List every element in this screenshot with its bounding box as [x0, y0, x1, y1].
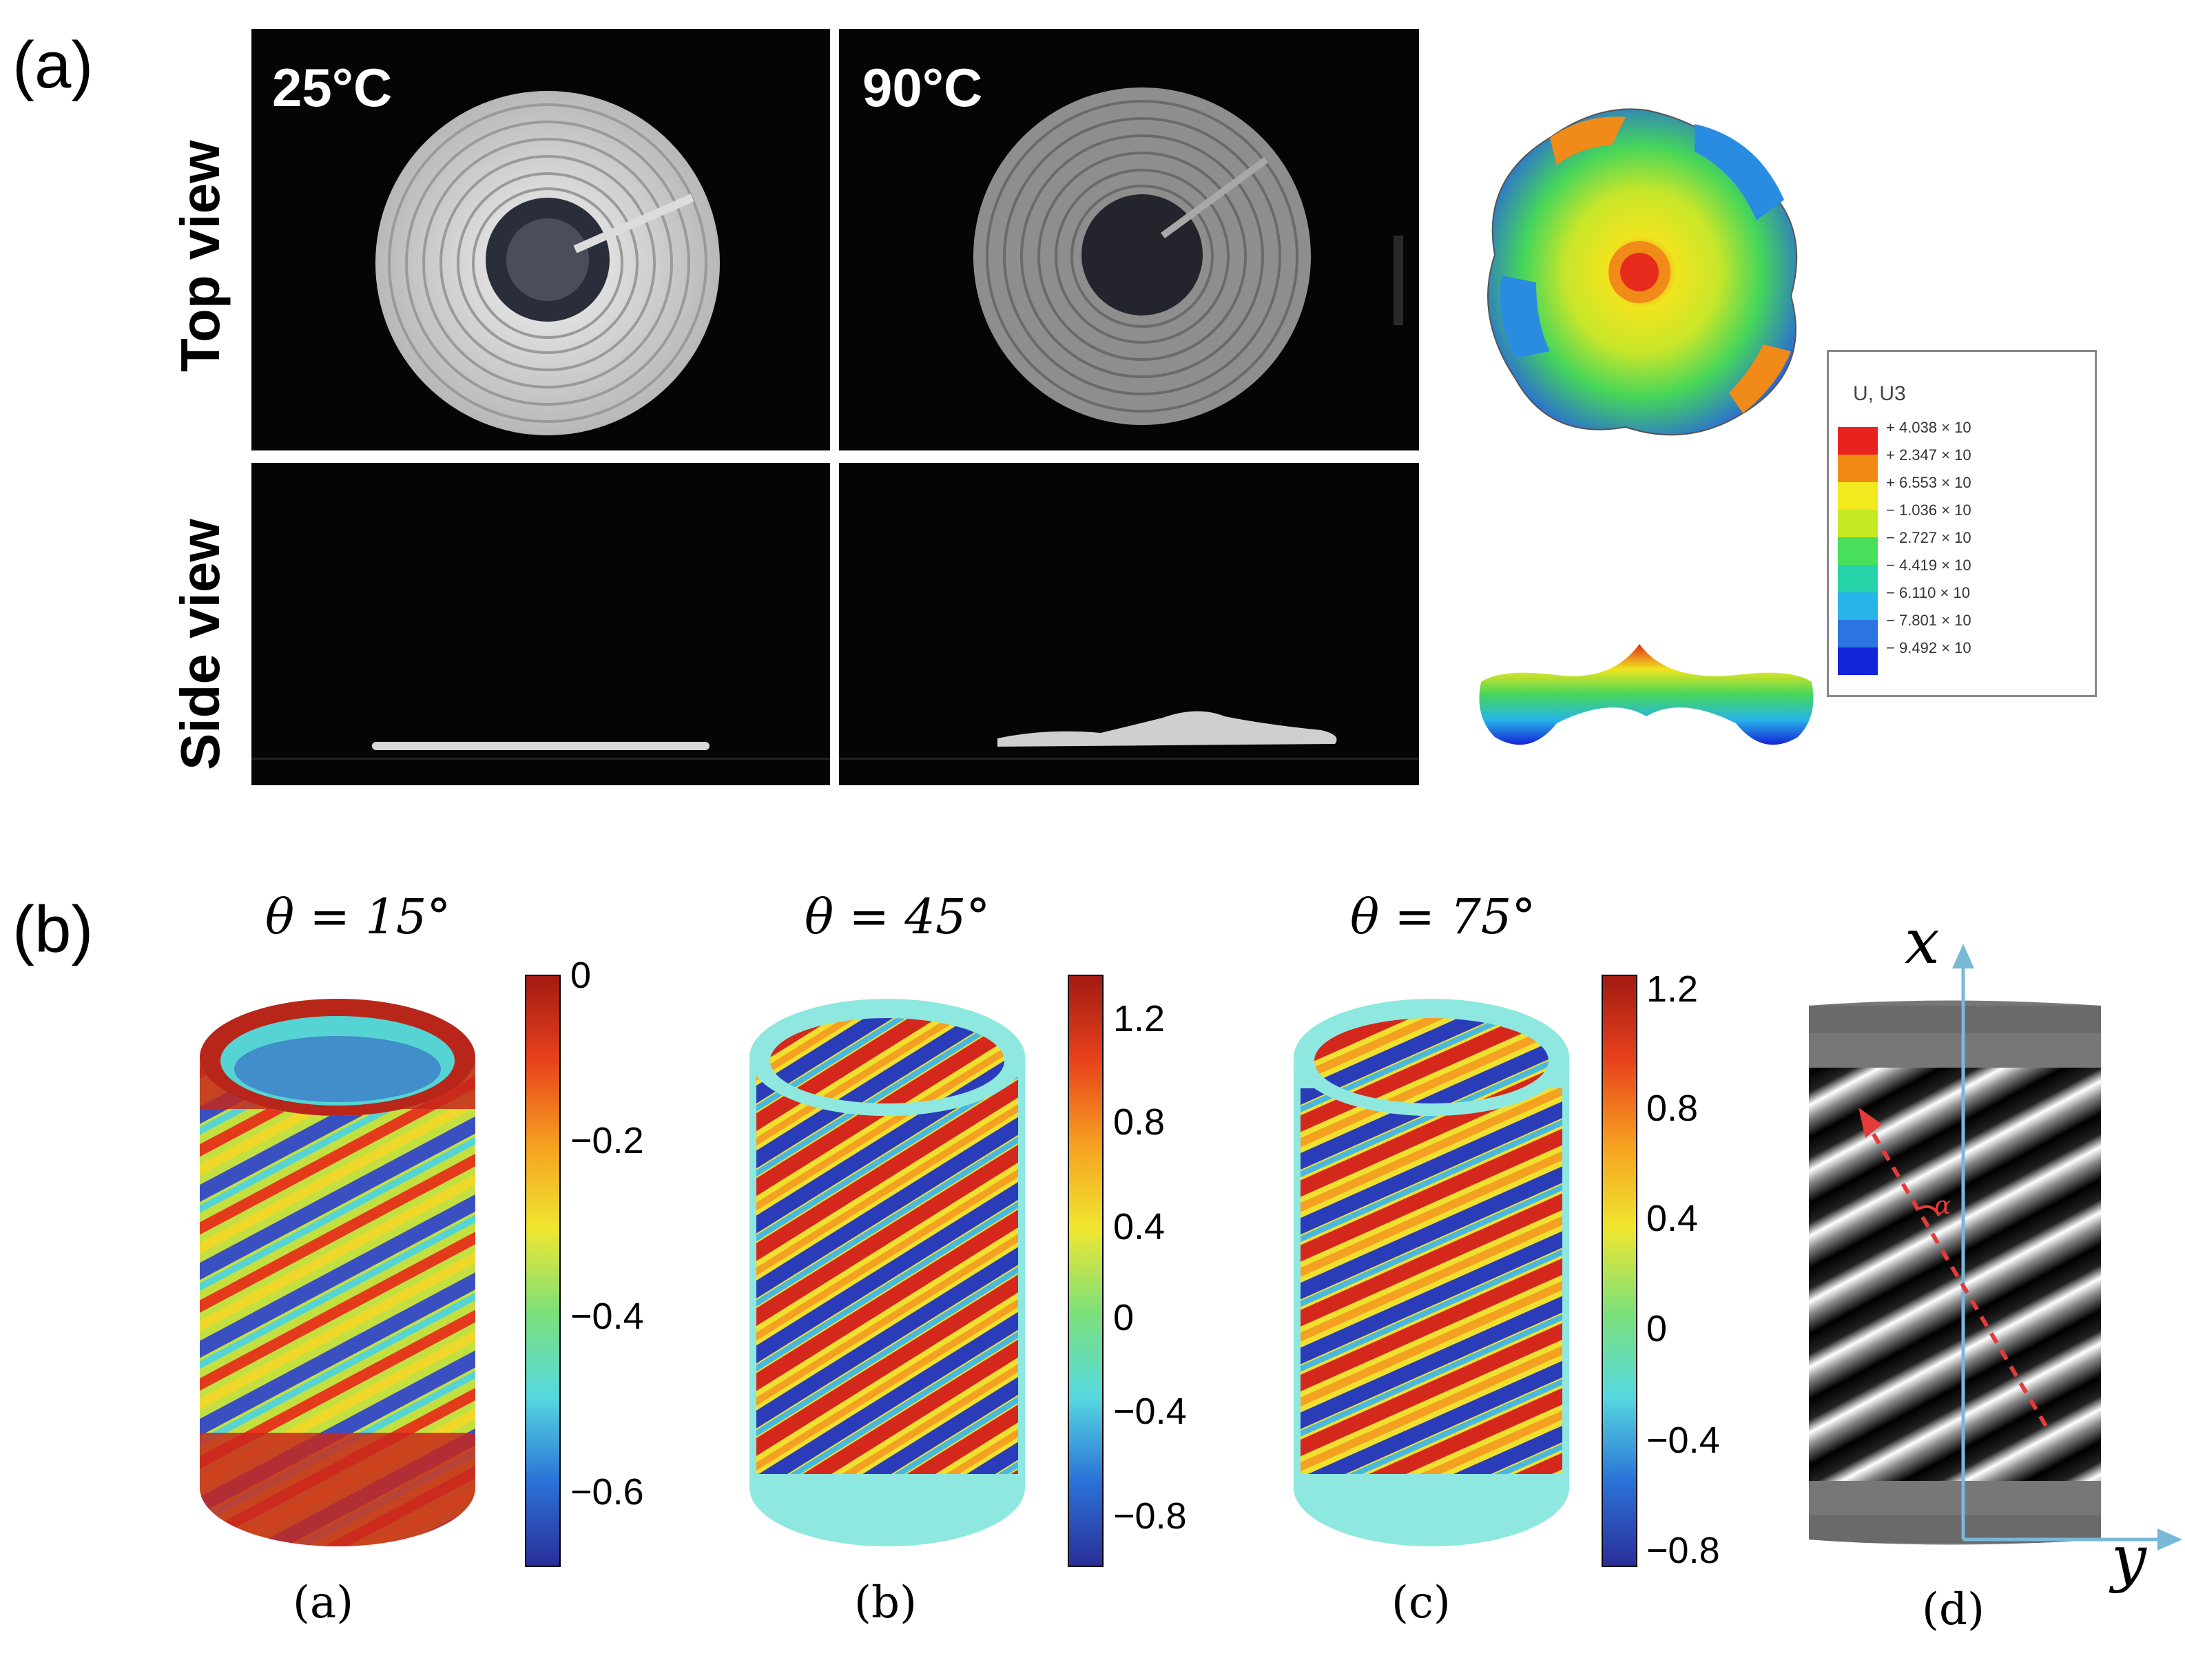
panel-a-letter: (a) — [12, 28, 94, 102]
subfigure-label-c: (c) — [1391, 1577, 1451, 1628]
legend-value: + 6.553 × 10 — [1886, 474, 1971, 491]
legend-swatch — [1838, 620, 1878, 647]
legend-swatch — [1838, 427, 1878, 455]
legend-swatch — [1838, 510, 1878, 537]
legend-value: − 4.419 × 10 — [1886, 557, 1971, 574]
cbar2-tick: 1.2 — [1113, 998, 1166, 1039]
legend-swatch — [1838, 565, 1878, 592]
cbar2-tick: 0.4 — [1113, 1206, 1166, 1247]
fea-side-view — [1479, 644, 1814, 745]
legend-swatch — [1838, 647, 1878, 675]
legend-value: − 1.036 × 10 — [1886, 501, 1971, 519]
theta-title-45: θ = 45° — [805, 889, 991, 945]
photo-side-90c — [839, 463, 1419, 785]
colorbar-theta-15 — [525, 975, 561, 1567]
cylinder-theta-75 — [1294, 999, 1569, 1546]
axis-label-y: y — [2111, 1522, 2146, 1595]
cbar3-tick: 0.4 — [1646, 1198, 1699, 1239]
disc-90c-image — [973, 87, 1403, 425]
fea-legend-title: U, U3 — [1853, 382, 1906, 405]
legend-value: − 2.727 × 10 — [1886, 529, 1971, 546]
flat-disc-side-image — [251, 742, 830, 760]
photo-top-90c — [839, 29, 1419, 450]
legend-swatch — [1838, 455, 1878, 482]
colorbar-theta-45 — [1068, 975, 1104, 1567]
cylinder-theta-45 — [749, 999, 1025, 1546]
grayscale-pattern-d — [1809, 944, 2182, 1551]
legend-value: − 9.492 × 10 — [1886, 639, 1971, 656]
photo-top-25c — [251, 29, 830, 450]
cbar3-tick: −0.8 — [1646, 1530, 1720, 1571]
cbar1-tick: 0 — [570, 955, 592, 996]
subfigure-label-d: (d) — [1922, 1584, 1985, 1635]
photo-side-25c — [251, 463, 830, 785]
wavy-disc-side-image — [839, 711, 1419, 760]
colorbar-theta-75 — [1602, 975, 1637, 1567]
legend-value: + 4.038 × 10 — [1886, 419, 1971, 436]
cylinder-theta-15 — [200, 999, 475, 1546]
legend-swatch — [1838, 482, 1878, 510]
temp-label-25: 25°C — [272, 57, 393, 118]
legend-value: − 6.110 × 10 — [1886, 584, 1970, 601]
cbar2-tick: 0 — [1113, 1297, 1135, 1338]
row-label-top-view: Top view — [169, 140, 231, 372]
legend-swatch — [1838, 537, 1878, 565]
fea-top-view — [1487, 108, 1798, 436]
panel-b-letter: (b) — [12, 893, 94, 966]
cbar1-tick: −0.6 — [570, 1471, 644, 1513]
cbar2-tick: 0.8 — [1113, 1101, 1166, 1143]
cbar3-tick: 0 — [1646, 1308, 1668, 1349]
angle-label-alpha: α — [1934, 1192, 1951, 1220]
legend-swatch — [1838, 592, 1878, 620]
subfigure-label-b: (b) — [854, 1577, 917, 1628]
row-label-side-view: Side view — [169, 519, 231, 770]
cbar3-tick: 1.2 — [1646, 968, 1699, 1010]
subfigure-label-a: (a) — [293, 1577, 354, 1628]
legend-value: + 2.347 × 10 — [1886, 446, 1971, 464]
cbar3-tick: −0.4 — [1646, 1420, 1720, 1461]
cbar3-tick: 0.8 — [1646, 1088, 1699, 1129]
cbar2-tick: −0.4 — [1113, 1391, 1187, 1432]
temp-label-90: 90°C — [862, 57, 983, 118]
cbar1-tick: −0.4 — [570, 1296, 644, 1337]
cbar2-tick: −0.8 — [1113, 1495, 1187, 1537]
cbar1-tick: −0.2 — [570, 1120, 644, 1161]
theta-title-15: θ = 15° — [265, 889, 451, 945]
legend-value: − 7.801 × 10 — [1886, 612, 1971, 629]
theta-title-75: θ = 75° — [1350, 889, 1536, 945]
disc-25c-image — [375, 91, 720, 435]
axis-label-x: x — [1905, 906, 1940, 978]
